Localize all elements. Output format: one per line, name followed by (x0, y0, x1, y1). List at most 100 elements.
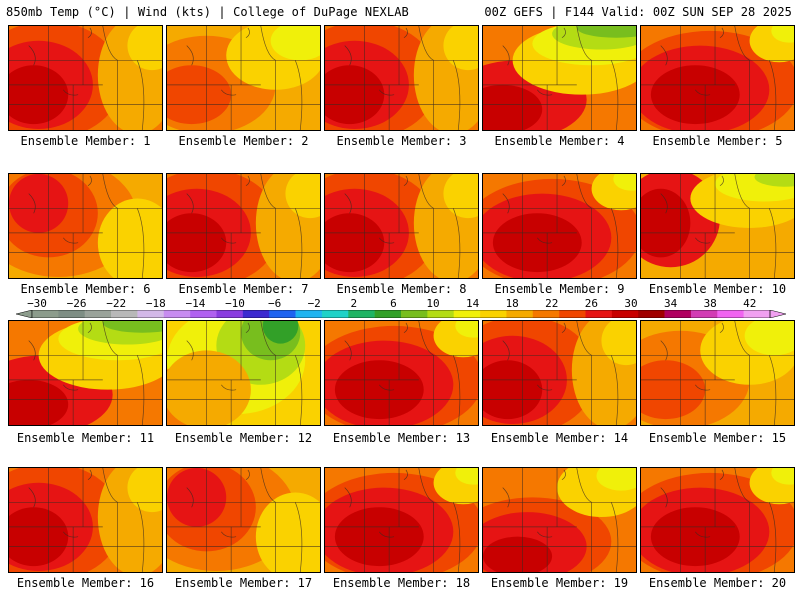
panel-caption: Ensemble Member: 3 (336, 134, 467, 148)
state-boundary (344, 45, 352, 66)
colorbar-tick-label: 2 (350, 297, 358, 310)
temperature-map (325, 468, 478, 572)
state-boundary (695, 237, 711, 244)
panel-caption: Ensemble Member: 12 (174, 431, 313, 445)
temp-shade (455, 468, 478, 485)
state-boundary (561, 27, 566, 39)
state-boundary (453, 208, 461, 278)
colorbar-tick-label: −18 (145, 297, 166, 310)
colorbar-swatch (84, 310, 112, 318)
temperature-map (167, 321, 320, 425)
colorbar-tick-label: −30 (27, 297, 47, 310)
ensemble-panel (166, 467, 321, 573)
colorbar-swatch (585, 310, 613, 318)
state-boundary (734, 26, 750, 61)
state-boundary (403, 27, 408, 39)
ensemble-panel (8, 25, 163, 131)
colorbar-arrow-right (769, 310, 786, 318)
state-boundary (137, 502, 145, 572)
temp-shade (492, 213, 582, 273)
state-boundary (734, 468, 750, 503)
state-boundary (102, 468, 118, 503)
state-boundary (28, 193, 36, 214)
state-boundary (453, 355, 461, 425)
temp-shade (483, 360, 543, 420)
temperature-map (641, 321, 794, 425)
colorbar-tick-label: 38 (703, 297, 717, 310)
state-boundary (87, 469, 92, 481)
panel-caption: Ensemble Member: 1 (20, 134, 151, 148)
temp-shade (771, 468, 794, 485)
state-boundary (695, 384, 711, 391)
state-boundary (660, 340, 668, 361)
colorbar-tick-label: 30 (624, 297, 638, 310)
state-boundary (502, 45, 510, 66)
ensemble-panel (640, 467, 795, 573)
state-boundary (611, 355, 619, 425)
ensemble-panel (166, 25, 321, 131)
temp-shade (334, 360, 424, 420)
model-run-info: 00Z GEFS | F144 Valid: 00Z SUN SEP 28 20… (484, 5, 792, 19)
panel-caption: Ensemble Member: 13 (332, 431, 471, 445)
state-boundary (561, 469, 566, 481)
ensemble-panel (8, 173, 163, 279)
temp-shade (641, 188, 691, 258)
panel-caption: Ensemble Member: 8 (336, 282, 467, 296)
ensemble-panel (166, 173, 321, 279)
temp-shade (167, 350, 251, 425)
state-boundary (63, 237, 79, 244)
temp-shade (443, 26, 478, 71)
state-boundary (245, 175, 250, 187)
ensemble-panel (482, 25, 637, 131)
colorbar-arrow-left (16, 310, 33, 318)
state-boundary (502, 340, 510, 361)
colorbar-swatch (453, 310, 481, 318)
colorbar-swatch (611, 310, 639, 318)
state-boundary (769, 60, 777, 130)
temp-shade (325, 213, 385, 273)
state-boundary (245, 27, 250, 39)
page-title: 850mb Temp (°C) | Wind (kts) | College o… (6, 5, 409, 19)
ensemble-panel (640, 173, 795, 279)
temp-shade (601, 321, 636, 366)
state-boundary (379, 89, 395, 96)
state-boundary (28, 340, 36, 361)
panel-caption: Ensemble Member: 15 (648, 431, 787, 445)
temp-shade (744, 321, 794, 356)
colorbar-swatch (717, 310, 744, 318)
temperature-colorbar (16, 310, 786, 318)
panel-caption: Ensemble Member: 9 (494, 282, 625, 296)
panel-caption: Ensemble Member: 18 (332, 576, 471, 590)
state-boundary (611, 502, 619, 572)
colorbar-tick-label: −22 (106, 297, 127, 310)
temp-shade (167, 65, 232, 125)
state-boundary (186, 487, 194, 508)
state-boundary (245, 469, 250, 481)
colorbar-swatch (190, 310, 217, 318)
ensemble-panel (640, 320, 795, 426)
state-boundary (418, 26, 434, 61)
panel-caption: Ensemble Member: 16 (16, 576, 155, 590)
colorbar-swatch (163, 310, 191, 318)
colorbar-swatch (111, 310, 138, 318)
state-boundary (186, 340, 194, 361)
state-boundary (453, 502, 461, 572)
temperature-map (641, 468, 794, 572)
state-boundary (63, 531, 79, 538)
colorbar-tick-label: −14 (185, 297, 206, 310)
state-boundary (453, 60, 461, 130)
state-boundary (719, 469, 724, 481)
temp-shade (127, 468, 162, 513)
colorbar-swatch (321, 310, 349, 318)
panel-caption: Ensemble Member: 2 (178, 134, 309, 148)
state-boundary (576, 468, 592, 503)
colorbar-swatch (32, 310, 59, 318)
state-boundary (260, 26, 276, 61)
ensemble-panel (324, 467, 479, 573)
panel-caption: Ensemble Member: 4 (494, 134, 625, 148)
ensemble-panel (324, 25, 479, 131)
state-boundary (502, 193, 510, 214)
temperature-map (641, 26, 794, 130)
temp-shade (9, 507, 69, 567)
colorbar-tick-label: 14 (465, 297, 480, 310)
